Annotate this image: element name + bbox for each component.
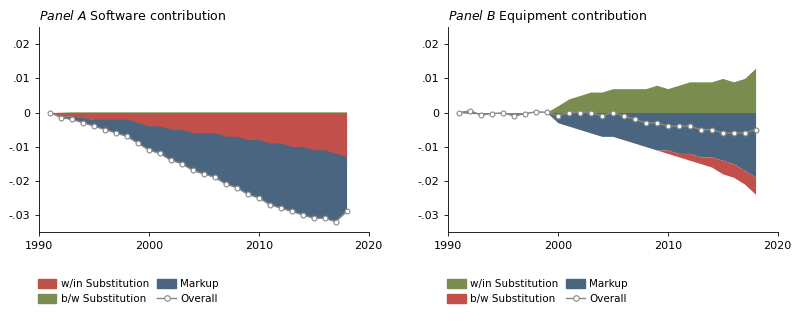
- Text: $\it{Panel\ B}$ Equipment contribution: $\it{Panel\ B}$ Equipment contribution: [448, 8, 647, 25]
- Legend: w/in Substitution, b/w Substitution, Markup, Overall: w/in Substitution, b/w Substitution, Mar…: [38, 279, 218, 304]
- Legend: w/in Substitution, b/w Substitution, Markup, Overall: w/in Substitution, b/w Substitution, Mar…: [446, 279, 628, 304]
- Text: $\it{Panel\ A}$ Software contribution: $\it{Panel\ A}$ Software contribution: [39, 9, 226, 23]
